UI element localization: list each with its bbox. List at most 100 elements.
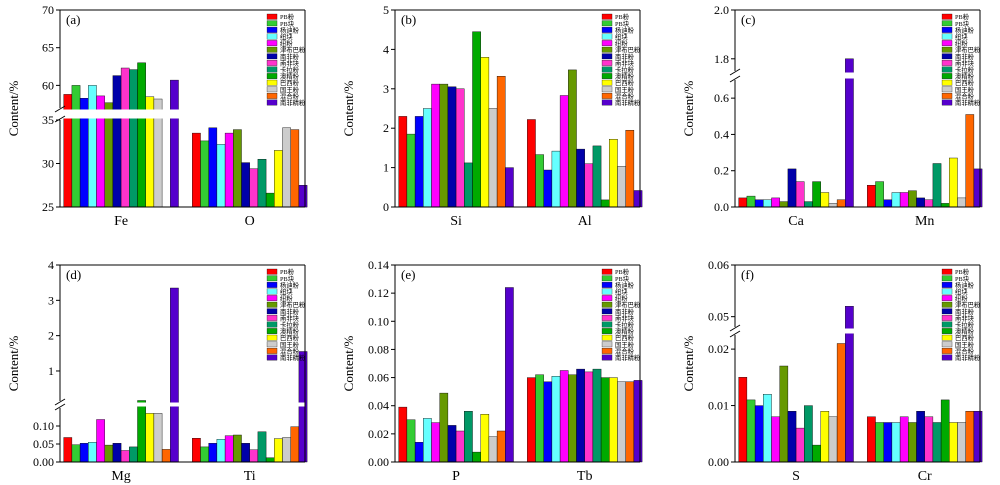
y-tick-label: 2.0	[714, 3, 729, 17]
legend-swatch	[941, 282, 953, 288]
x-category-label: P	[452, 469, 460, 484]
legend-swatch	[266, 295, 278, 301]
bar	[795, 181, 805, 208]
bar	[241, 443, 250, 463]
legend-label: 巴西粉	[280, 333, 300, 342]
legend-swatch	[601, 20, 613, 27]
bar	[763, 394, 772, 463]
bar	[576, 368, 585, 463]
bar	[439, 83, 449, 208]
bar	[120, 67, 130, 208]
legend-label: 巴西粉	[615, 333, 635, 342]
legend-swatch	[601, 341, 613, 348]
bar	[414, 116, 424, 208]
bar	[916, 411, 925, 463]
legend-label: 杨迪粉	[280, 280, 300, 289]
bar	[535, 154, 544, 208]
legend-label: 纽粉	[615, 39, 628, 48]
y-tick-label: 4	[48, 258, 54, 272]
bar	[71, 444, 81, 463]
bar	[464, 162, 473, 208]
legend-swatch	[941, 27, 953, 33]
legend-swatch	[266, 301, 278, 308]
y-tick-label: 0.04	[368, 399, 389, 413]
legend-swatch	[941, 328, 953, 334]
bar	[431, 422, 440, 463]
bar	[883, 199, 893, 208]
legend-label: 南非粉	[280, 307, 300, 316]
y-axis-label: Content/%	[6, 81, 21, 137]
bar	[398, 406, 408, 463]
y-tick-label: 60	[42, 78, 54, 92]
bar	[899, 192, 909, 208]
legend-swatch	[266, 60, 278, 66]
bar	[200, 140, 209, 208]
bar	[584, 371, 594, 463]
legend-label: 纽块	[280, 287, 293, 296]
bar	[820, 411, 830, 463]
legend-swatch	[266, 328, 278, 334]
bar	[439, 392, 449, 463]
legend-swatch	[266, 268, 278, 275]
bar	[137, 400, 146, 463]
axis-break-mark	[729, 75, 741, 83]
legend-label: 津布巴粉	[955, 300, 981, 309]
bar	[447, 86, 457, 208]
bar	[431, 83, 440, 208]
legend-label: 纽块	[615, 32, 628, 41]
axis-break-band	[727, 72, 980, 79]
y-tick-label: 0.0	[714, 200, 729, 214]
legend-swatch	[941, 60, 953, 66]
x-category-label: Fe	[114, 214, 128, 229]
bar	[527, 119, 536, 208]
panel-label: (a)	[66, 12, 80, 27]
legend-swatch	[941, 334, 953, 341]
bar	[274, 150, 283, 208]
axis-break-mark	[729, 324, 741, 332]
legend-swatch	[941, 288, 953, 295]
y-tick-label: 0.01	[708, 399, 729, 413]
bar	[940, 203, 950, 208]
bar	[771, 197, 780, 208]
bar	[899, 416, 909, 463]
bar	[779, 365, 789, 463]
legend-label: 卡拉粉	[615, 320, 635, 329]
bar	[455, 88, 465, 208]
y-tick-label: 0.2	[714, 164, 729, 178]
bar	[216, 144, 226, 208]
legend-label: 纽块	[955, 287, 968, 296]
legend-swatch	[266, 13, 278, 20]
bar	[867, 184, 876, 208]
bar	[795, 427, 805, 463]
y-tick-label: 1	[383, 161, 389, 175]
bar	[145, 413, 155, 463]
bar	[472, 451, 481, 463]
bar	[265, 457, 275, 463]
legend-swatch	[941, 348, 953, 354]
bar	[257, 158, 267, 208]
legend-swatch	[941, 341, 953, 348]
x-category-label: Cr	[918, 469, 932, 484]
chart-panel: 0.00 0.05 0.10 1 2 3 4 Mg Ti Content/% (d) PB粉PB块杨迪…	[6, 258, 308, 484]
bar	[505, 167, 514, 208]
legend-swatch	[941, 301, 953, 308]
bar	[480, 57, 490, 208]
bar	[265, 192, 275, 208]
bar	[406, 133, 416, 208]
y-tick-label: 0.00	[708, 455, 729, 469]
legend-label: 国王粉	[955, 85, 975, 94]
y-tick-label: 0.10	[33, 419, 54, 433]
legend-label: PB块	[280, 19, 295, 28]
legend-swatch	[266, 20, 278, 27]
y-tick-label: 0	[383, 200, 389, 214]
y-tick-label: 0.4	[714, 127, 729, 141]
bar	[924, 416, 934, 463]
x-category-label: Ti	[244, 469, 256, 484]
bar	[96, 419, 105, 463]
legend-label: 澳精粉	[615, 72, 635, 81]
bar	[153, 413, 163, 463]
bar	[423, 418, 432, 463]
legend-swatch	[941, 315, 953, 321]
y-tick-label: 0.6	[714, 91, 729, 105]
legend-swatch	[941, 13, 953, 20]
